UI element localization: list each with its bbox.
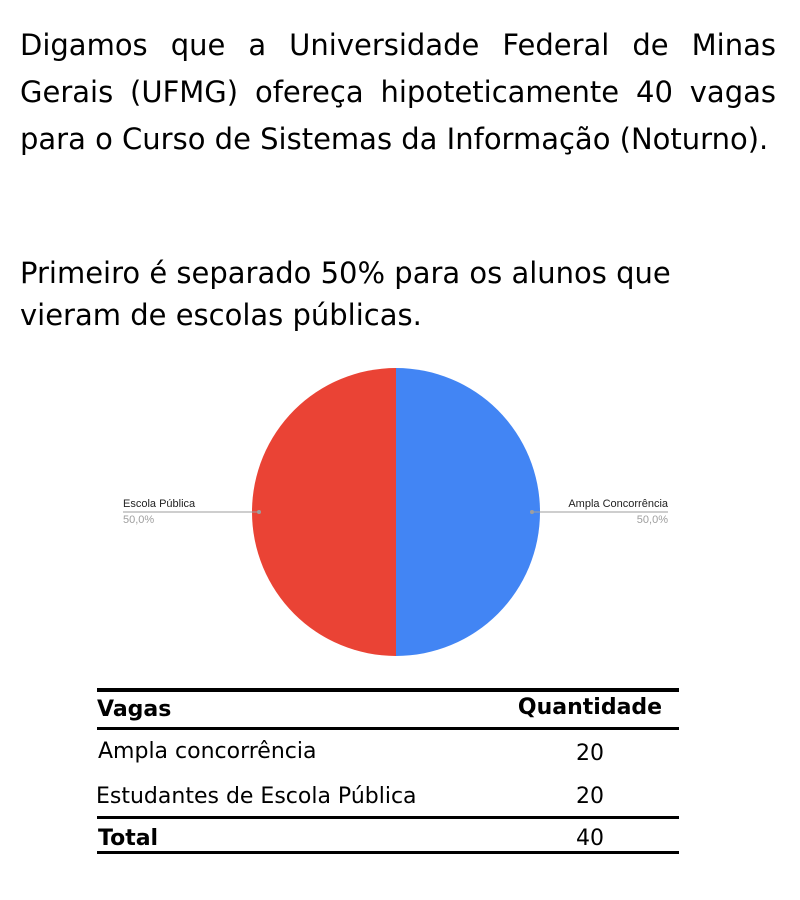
- header-quantidade: Quantidade: [517, 695, 663, 720]
- slice-label-escola: Escola Pública: [123, 498, 196, 510]
- row-label-escola: Estudantes de Escola Pública: [96, 784, 417, 809]
- row-value-ampla: 20: [576, 741, 604, 766]
- row-label-ampla: Ampla concorrência: [98, 739, 317, 764]
- table-top-rule: [97, 688, 679, 692]
- intro-paragraph: Digamos que a Universidade Federal de Mi…: [20, 28, 776, 156]
- slice-label-ampla: Ampla Concorrência: [568, 498, 669, 510]
- second-paragraph: Primeiro é separado 50% para os alunos q…: [20, 256, 671, 332]
- total-label: Total: [98, 826, 159, 851]
- pie-slice-escola-publica: [252, 368, 396, 656]
- callout-dot-escola: [257, 510, 261, 514]
- row-value-escola: 20: [576, 784, 604, 809]
- total-rule: [97, 816, 679, 819]
- pie-callouts: Ampla Concorrência 50,0% Escola Pública …: [123, 498, 669, 526]
- pie-slices: [252, 368, 540, 656]
- header-vagas: Vagas: [97, 697, 172, 722]
- pie-slice-ampla-concorrencia: [396, 368, 540, 656]
- pie-chart: Ampla Concorrência 50,0% Escola Pública …: [123, 368, 669, 656]
- header-rule: [97, 727, 679, 730]
- callout-dot-ampla: [530, 510, 534, 514]
- table-bottom-rule: [97, 851, 679, 854]
- total-value: 40: [576, 826, 604, 851]
- slice-value-escola: 50,0%: [123, 514, 154, 526]
- slice-value-ampla: 50,0%: [637, 514, 668, 526]
